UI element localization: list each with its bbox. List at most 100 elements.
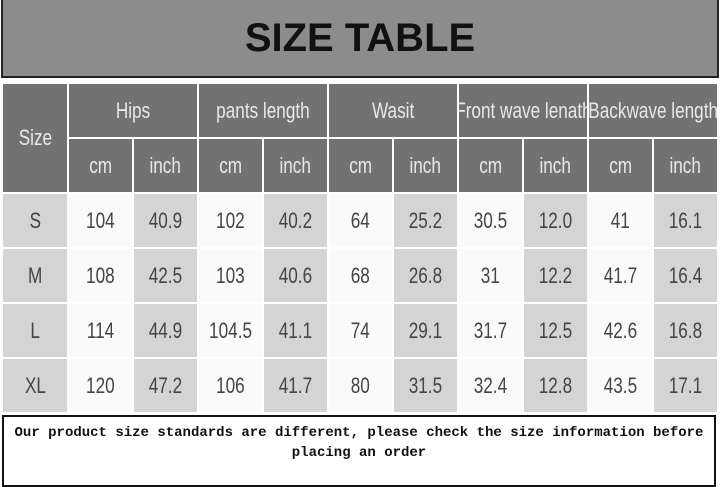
measurement-text: 16.4 bbox=[668, 262, 703, 288]
size-header: Size bbox=[2, 83, 68, 193]
measurement: 41 bbox=[588, 193, 653, 248]
footer-note: Our product size standards are different… bbox=[2, 415, 716, 487]
measurement-text: 31.7 bbox=[473, 317, 508, 343]
measurement-text: 12.2 bbox=[538, 262, 573, 288]
measurement-text: 40.6 bbox=[278, 262, 313, 288]
size-label-text: L bbox=[30, 317, 40, 343]
size-label: S bbox=[2, 193, 68, 248]
unit-header: cm bbox=[588, 138, 653, 193]
unit-header: inch bbox=[523, 138, 588, 193]
measurement-text: 41.7 bbox=[603, 262, 638, 288]
unit-header: inch bbox=[653, 138, 718, 193]
measurement: 42.5 bbox=[133, 248, 198, 303]
measurement-text: 17.1 bbox=[668, 372, 703, 398]
size-header-text: Size bbox=[18, 125, 52, 150]
unit-header-text: cm bbox=[609, 152, 632, 178]
measurement: 29.1 bbox=[393, 303, 458, 358]
measurement: 103 bbox=[198, 248, 263, 303]
measurement-text: 68 bbox=[350, 262, 371, 288]
unit-header: cm bbox=[198, 138, 263, 193]
measurement-text: 31.5 bbox=[408, 372, 443, 398]
unit-header-text: inch bbox=[409, 152, 442, 178]
measurement: 31 bbox=[458, 248, 523, 303]
measurement-text: 80 bbox=[350, 372, 371, 398]
measurement: 25.2 bbox=[393, 193, 458, 248]
size-label: XL bbox=[2, 358, 68, 413]
measurement-text: 41.1 bbox=[278, 317, 313, 343]
measurement-text: 40.2 bbox=[278, 207, 313, 233]
size-label-text: XL bbox=[24, 372, 46, 398]
measurement-text: 102 bbox=[216, 207, 245, 233]
title: SIZE TABLE bbox=[1, 0, 719, 78]
measurement-text: 42.6 bbox=[603, 317, 638, 343]
measurement-text: 26.8 bbox=[408, 262, 443, 288]
unit-header: inch bbox=[133, 138, 198, 193]
measurement-text: 16.8 bbox=[668, 317, 703, 343]
measurement-text: 29.1 bbox=[408, 317, 443, 343]
measurement: 114 bbox=[68, 303, 133, 358]
measurement-text: 104 bbox=[86, 207, 115, 233]
unit-header-text: cm bbox=[219, 152, 242, 178]
size-label-text: S bbox=[29, 207, 41, 233]
measurement: 102 bbox=[198, 193, 263, 248]
unit-header: cm bbox=[328, 138, 393, 193]
group-header: Hips bbox=[68, 83, 198, 138]
measurement: 12.8 bbox=[523, 358, 588, 413]
measurement-text: 31 bbox=[480, 262, 501, 288]
measurement: 120 bbox=[68, 358, 133, 413]
group-header-text: Wasit bbox=[371, 97, 415, 123]
measurement: 16.1 bbox=[653, 193, 718, 248]
measurement: 17.1 bbox=[653, 358, 718, 413]
measurement: 44.9 bbox=[133, 303, 198, 358]
measurement-text: 32.4 bbox=[473, 372, 508, 398]
unit-header-text: inch bbox=[539, 152, 572, 178]
measurement: 12.0 bbox=[523, 193, 588, 248]
group-header-text: Hips bbox=[115, 97, 151, 123]
group-header-text: Front wave lenath bbox=[458, 97, 588, 123]
measurement: 32.4 bbox=[458, 358, 523, 413]
unit-header-text: inch bbox=[669, 152, 702, 178]
measurement: 80 bbox=[328, 358, 393, 413]
measurement-text: 44.9 bbox=[148, 317, 183, 343]
measurement: 68 bbox=[328, 248, 393, 303]
measurement-text: 43.5 bbox=[603, 372, 638, 398]
group-header: Wasit bbox=[328, 83, 458, 138]
measurement-text: 64 bbox=[350, 207, 371, 233]
unit-header: inch bbox=[393, 138, 458, 193]
unit-header-text: cm bbox=[479, 152, 502, 178]
size-label-text: M bbox=[27, 262, 43, 288]
measurement-text: 120 bbox=[86, 372, 115, 398]
measurement-text: 42.5 bbox=[148, 262, 183, 288]
measurement-text: 104.5 bbox=[209, 317, 252, 343]
size-label: M bbox=[2, 248, 68, 303]
measurement: 12.5 bbox=[523, 303, 588, 358]
measurement-text: 16.1 bbox=[668, 207, 703, 233]
measurement: 41.7 bbox=[588, 248, 653, 303]
measurement: 64 bbox=[328, 193, 393, 248]
measurement-text: 47.2 bbox=[148, 372, 183, 398]
measurement-text: 25.2 bbox=[408, 207, 443, 233]
measurement-text: 12.0 bbox=[538, 207, 573, 233]
measurement: 104 bbox=[68, 193, 133, 248]
unit-header: cm bbox=[458, 138, 523, 193]
measurement-text: 12.8 bbox=[538, 372, 573, 398]
unit-header-text: cm bbox=[349, 152, 372, 178]
measurement: 47.2 bbox=[133, 358, 198, 413]
measurement-text: 106 bbox=[216, 372, 245, 398]
measurement-text: 41.7 bbox=[278, 372, 313, 398]
unit-header-text: cm bbox=[89, 152, 112, 178]
measurement: 31.7 bbox=[458, 303, 523, 358]
measurement: 41.1 bbox=[263, 303, 328, 358]
measurement: 40.6 bbox=[263, 248, 328, 303]
measurement: 74 bbox=[328, 303, 393, 358]
measurement: 16.8 bbox=[653, 303, 718, 358]
measurement-text: 74 bbox=[350, 317, 371, 343]
group-header-text: Backwave length bbox=[588, 97, 718, 123]
unit-header-text: inch bbox=[279, 152, 312, 178]
measurement-text: 40.9 bbox=[148, 207, 183, 233]
unit-header: inch bbox=[263, 138, 328, 193]
measurement: 108 bbox=[68, 248, 133, 303]
measurement-text: 30.5 bbox=[473, 207, 508, 233]
unit-header-text: inch bbox=[149, 152, 182, 178]
